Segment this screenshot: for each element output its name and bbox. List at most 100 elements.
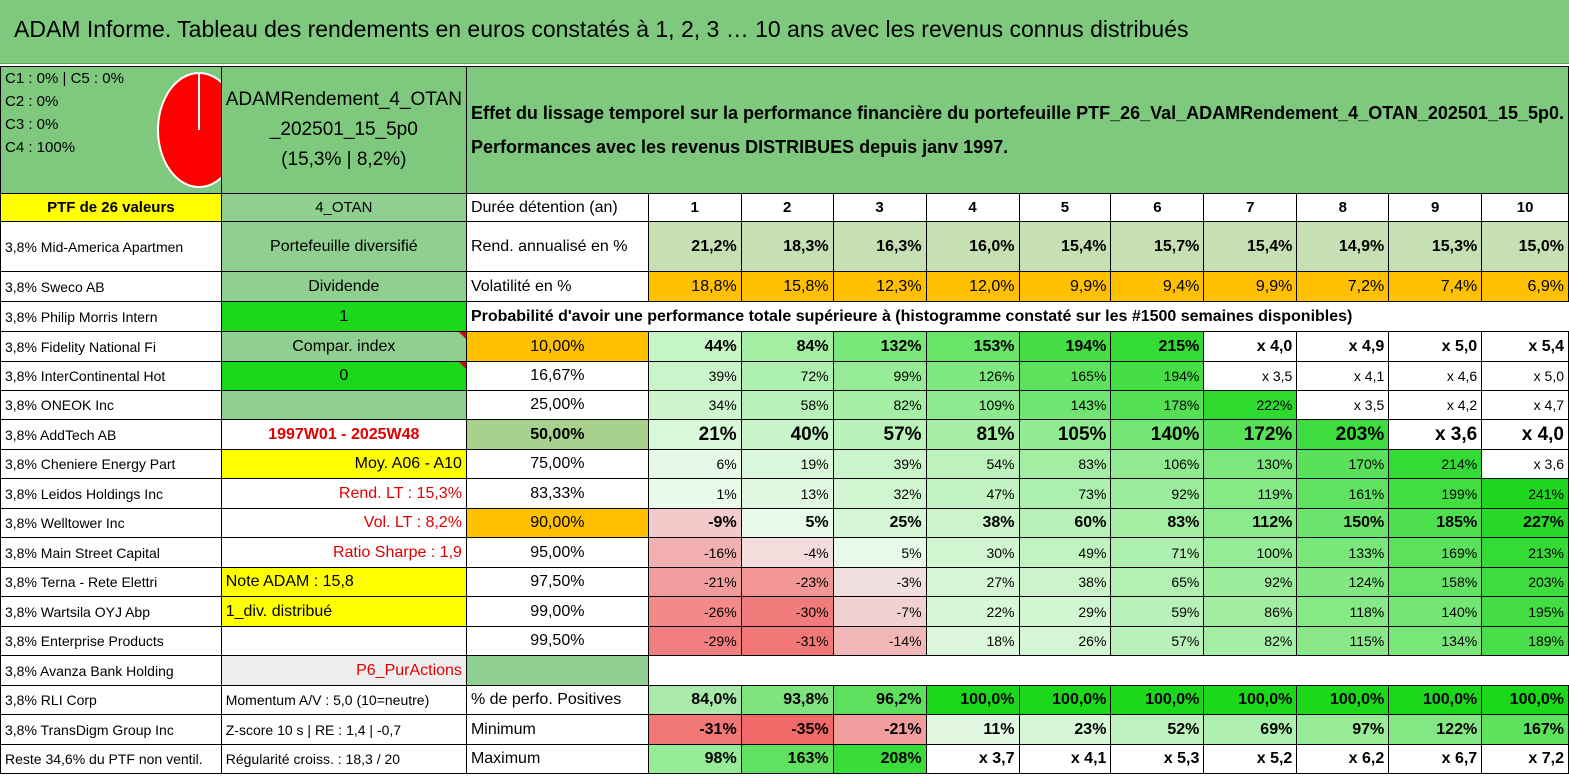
rend-value: 21,2% — [647, 221, 742, 272]
legend-entry: C1 : 0% | C5 : 0% — [5, 70, 124, 87]
probability-value: 38% — [925, 508, 1020, 538]
data-row: 3,8% Enterprise Products 99,50% -29% -31% -1… — [0, 626, 1569, 656]
probability-value: 39% — [647, 361, 742, 391]
data-row: 3,8% RLI Corp Momentum A/V : 5,0 (10=neut… — [0, 685, 1569, 715]
minimum-value: 69% — [1203, 714, 1298, 745]
probability-value: 132% — [832, 331, 927, 362]
probability-value: x 4,2 — [1388, 390, 1483, 420]
data-row: 3,8% TransDigm Group Inc Z-score 10 s | R… — [0, 714, 1569, 745]
probability-value: -30% — [740, 596, 834, 627]
minimum-value: 122% — [1388, 714, 1483, 745]
probability-value: 32% — [832, 478, 927, 509]
probability-value: -9% — [647, 508, 742, 538]
probability-value: 158% — [1388, 567, 1483, 597]
legend-entry: C2 : 0% — [5, 93, 59, 110]
info-sharpe: Ratio Sharpe : 1,9 — [220, 537, 467, 568]
positives-label: % de perfo. Positives — [465, 685, 649, 715]
probability-value: x 4,0 — [1481, 419, 1569, 450]
info-compar-index: Compar. index — [220, 331, 467, 362]
minimum-value: 11% — [925, 714, 1020, 745]
probability-value: 5% — [832, 537, 927, 568]
probability-value: 58% — [740, 390, 834, 420]
probability-value: 47% — [925, 478, 1020, 509]
holding-name: 3,8% Wartsila OYJ Abp — [0, 596, 222, 627]
probability-value: 195% — [1481, 596, 1569, 627]
rend-value: 16,3% — [832, 221, 927, 272]
probability-value: 126% — [925, 361, 1020, 391]
minimum-value: 23% — [1018, 714, 1112, 745]
vol-value: 9,9% — [1018, 271, 1112, 302]
probability-value: 86% — [1203, 596, 1298, 627]
info-zscore: Z-score 10 s | RE : 1,4 | -0,7 — [220, 714, 467, 745]
data-row: 3,8% AddTech AB 1997W01 - 2025W48 50,00% 21… — [0, 419, 1569, 450]
year-header: 1 — [647, 193, 742, 222]
year-header: 2 — [740, 193, 834, 222]
vol-value: 15,8% — [740, 271, 834, 302]
ptf-code: 4_OTAN — [220, 193, 467, 222]
maximum-value: 208% — [832, 744, 927, 774]
maximum-value: x 7,2 — [1481, 744, 1569, 774]
probability-value: 57% — [832, 419, 927, 450]
vol-value: 6,9% — [1481, 271, 1569, 302]
probability-value: 118% — [1296, 596, 1390, 627]
data-row: 3,8% Sweco AB Dividende Volatilité en % 18,… — [0, 271, 1569, 302]
probability-value: 199% — [1388, 478, 1483, 509]
vol-value: 12,3% — [832, 271, 927, 302]
maximum-value: 98% — [647, 744, 742, 774]
probability-value: 82% — [1203, 626, 1298, 656]
data-row: 3,8% Fidelity National Fi Compar. index 10… — [0, 331, 1569, 362]
positives-value: 100,0% — [925, 685, 1020, 715]
class-legend: C1 : 0% | C5 : 0% C2 : 0% C3 : 0% C4 : 100% — [5, 68, 217, 160]
info-period: 1997W01 - 2025W48 — [220, 419, 467, 450]
probability-value: 222% — [1203, 390, 1298, 420]
pie-slice-c4 — [157, 72, 221, 188]
year-header: 5 — [1018, 193, 1112, 222]
rend-label: Rend. annualisé en % — [465, 221, 649, 272]
probability-level: 75,00% — [465, 449, 649, 479]
probability-value: 30% — [925, 537, 1020, 568]
probability-value: 29% — [1018, 596, 1112, 627]
data-row: 3,8% Philip Morris Intern 1 Probabilité d'… — [0, 301, 1569, 332]
probability-value: 18% — [925, 626, 1020, 656]
minimum-value: -31% — [647, 714, 742, 745]
probability-value: x 3,6 — [1481, 449, 1569, 479]
probability-value: 143% — [1018, 390, 1112, 420]
holding-name: 3,8% TransDigm Group Inc — [0, 714, 222, 745]
probability-value: 133% — [1296, 537, 1390, 568]
probability-value: 49% — [1018, 537, 1112, 568]
probability-value: 27% — [925, 567, 1020, 597]
info-p6: P6_PurActions — [220, 655, 467, 686]
probability-value: 172% — [1203, 419, 1298, 450]
minimum-value: -35% — [740, 714, 834, 745]
probability-value: x 3,6 — [1388, 419, 1483, 450]
probability-value: 130% — [1203, 449, 1298, 479]
description-line2: Performances avec les revenus DISTRIBUES… — [470, 137, 1009, 157]
probability-value: 203% — [1481, 567, 1569, 597]
probability-value: 72% — [740, 361, 834, 391]
maximum-label: Maximum — [465, 744, 649, 774]
probability-value: 203% — [1296, 419, 1390, 450]
probability-value: -16% — [647, 537, 742, 568]
page-title: ADAM Informe. Tableau des rendements en … — [14, 16, 1189, 42]
probability-value: -3% — [832, 567, 927, 597]
rend-value: 18,3% — [740, 221, 834, 272]
holding-name: 3,8% Enterprise Products — [0, 626, 222, 656]
fund-name-cell: ADAMRendement_4_OTAN _202501_15_5p0 (15,3%… — [220, 66, 467, 194]
comment-marker-icon — [458, 362, 466, 369]
probability-value: -4% — [740, 537, 834, 568]
data-row: 3,8% Main Street Capital Ratio Sharpe : 1… — [0, 537, 1569, 568]
rend-value: 15,3% — [1388, 221, 1483, 272]
holding-name: 3,8% Mid-America Apartmen — [0, 221, 222, 272]
info-regularite: Régularité croiss. : 18,3 / 20 — [220, 744, 467, 774]
probability-value: 194% — [1018, 331, 1112, 362]
probability-value: x 4,7 — [1481, 390, 1569, 420]
info-empty2 — [220, 626, 467, 656]
rend-value: 15,0% — [1481, 221, 1569, 272]
probability-value: 13% — [740, 478, 834, 509]
minimum-value: 167% — [1481, 714, 1569, 745]
probability-value: 140% — [1388, 596, 1483, 627]
probability-value: 124% — [1296, 567, 1390, 597]
year-header: 9 — [1388, 193, 1483, 222]
info-div: 1_div. distribué — [220, 596, 467, 627]
probability-value: 39% — [832, 449, 927, 479]
